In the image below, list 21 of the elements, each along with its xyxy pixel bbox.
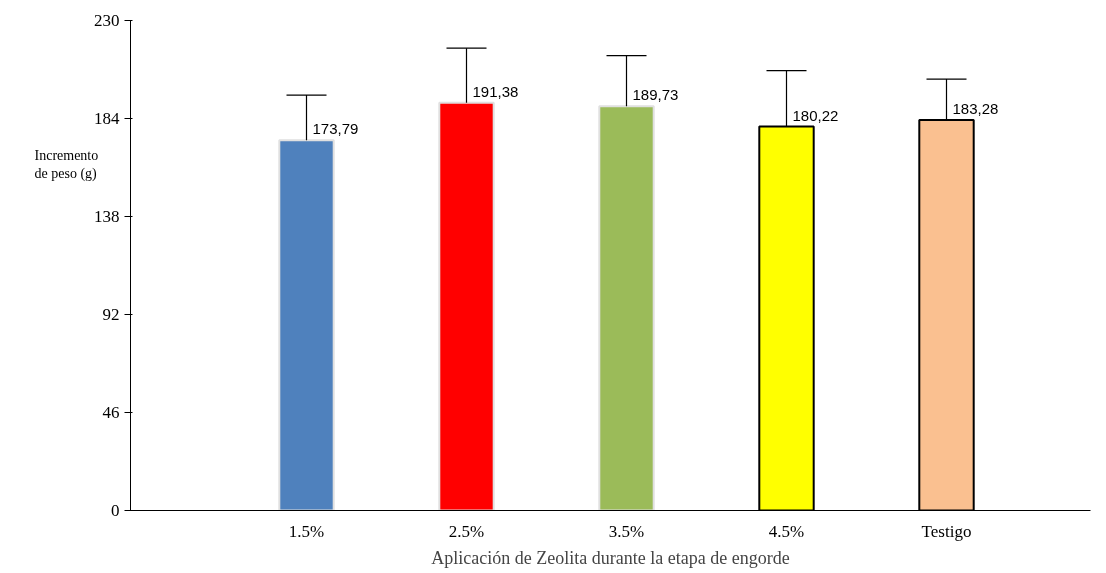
y-tick-label: 0 bbox=[111, 501, 120, 520]
x-tick-label: 1.5% bbox=[288, 521, 325, 541]
data-label: 183,28 bbox=[952, 100, 999, 118]
data-label: 191,38 bbox=[472, 82, 519, 100]
bar bbox=[598, 105, 655, 511]
x-tick-label: 4.5% bbox=[768, 521, 805, 541]
data-label: 180,22 bbox=[792, 106, 839, 124]
y-tick-label: 184 bbox=[94, 109, 120, 128]
bar bbox=[278, 139, 335, 511]
x-tick-label: Testigo bbox=[921, 521, 972, 541]
data-label: 173,79 bbox=[312, 120, 359, 138]
x-tick-label: 3.5% bbox=[608, 521, 645, 541]
y-axis-title: Incremento de peso (g) bbox=[34, 147, 99, 182]
x-axis-title: Aplicación de Zeolita durante la etapa de engorde bbox=[431, 547, 790, 568]
data-label: 189,73 bbox=[632, 86, 679, 104]
y-tick-label: 138 bbox=[94, 207, 120, 226]
bar bbox=[438, 101, 495, 511]
y-tick-label: 46 bbox=[102, 403, 120, 422]
x-tick-label: 2.5% bbox=[448, 521, 485, 541]
y-tick-label: 92 bbox=[102, 305, 120, 324]
y-tick-label: 230 bbox=[94, 11, 120, 30]
